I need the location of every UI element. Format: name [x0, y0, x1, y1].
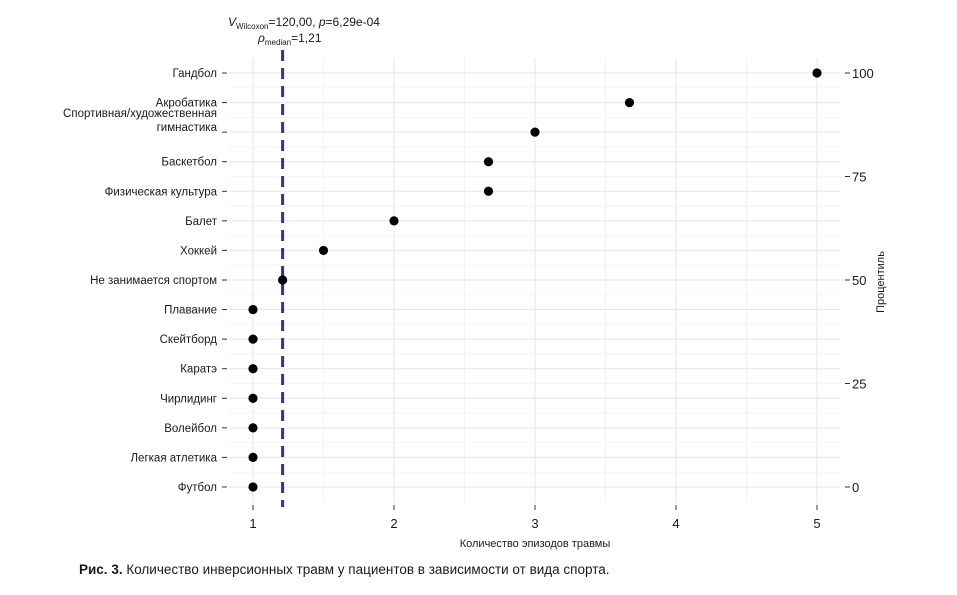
rho-value: =1,21 — [291, 31, 322, 45]
right-tick-label: 100 — [852, 66, 874, 81]
category-label: Физическая культура — [105, 186, 218, 198]
category-label-line: гимнастика — [157, 122, 218, 134]
category-label-line: Хоккей — [180, 245, 217, 257]
right-tick-label: 75 — [852, 169, 866, 184]
category-label-line: Легкая атлетика — [131, 452, 218, 464]
category-label-line: Плавание — [164, 305, 217, 317]
category-label-line: Каратэ — [180, 364, 217, 376]
data-point — [248, 393, 258, 403]
p-symbol: p — [318, 15, 326, 29]
x-axis-title: Количество эпизодов травмы — [460, 538, 611, 550]
right-tick-label: 50 — [852, 273, 866, 288]
data-point — [248, 364, 258, 374]
category-label: Волейбол — [164, 423, 217, 435]
category-label-line: Не занимается спортом — [90, 275, 217, 287]
category-label-line: Футбол — [178, 482, 217, 494]
data-point — [248, 482, 258, 492]
category-label-line: Спортивная/художественная — [63, 108, 217, 120]
category-label: Чирлидинг — [160, 393, 217, 405]
category-label-line: Баскетбол — [161, 157, 217, 169]
category-label: Не занимается спортом — [90, 275, 217, 287]
caption-text: Количество инверсионных травм у пациенто… — [122, 562, 610, 577]
category-label: Акробатика — [156, 98, 218, 110]
wilcoxon-annotation: VWilcoxon=120,00, p=6,29e-04 — [228, 15, 380, 31]
data-point — [530, 127, 540, 137]
category-label: Скейтборд — [160, 334, 218, 346]
data-point — [812, 68, 822, 78]
right-tick-label: 0 — [852, 480, 859, 495]
right-axis-title: Процентиль — [875, 251, 887, 313]
data-point — [483, 157, 494, 167]
x-tick-label: 4 — [672, 516, 679, 531]
data-point — [278, 275, 288, 285]
x-tick-label: 2 — [390, 516, 397, 531]
category-label-line: Волейбол — [164, 423, 217, 435]
dot-plot-chart: Гандбол АкробатикаСпортивная/художественн… — [63, 15, 887, 550]
category-label-line: Физическая культура — [105, 186, 218, 198]
data-point — [483, 186, 494, 196]
data-point — [318, 245, 329, 256]
x-tick-label: 3 — [531, 516, 538, 531]
rho-subscript: median — [265, 38, 291, 47]
figure-caption: Рис. 3. Количество инверсионных травм у … — [79, 562, 610, 577]
data-point — [624, 97, 635, 108]
caption-prefix: Рис. 3. — [79, 562, 123, 577]
data-point — [389, 216, 399, 226]
v-subscript: Wilcoxon — [236, 22, 268, 31]
category-label-line: Акробатика — [156, 98, 218, 110]
right-tick-label: 25 — [852, 376, 866, 391]
data-points — [248, 68, 822, 492]
category-label: Футбол — [178, 482, 217, 494]
category-label: Хоккей — [180, 245, 217, 257]
grid-lines — [229, 58, 840, 503]
data-point — [248, 452, 258, 463]
v-symbol: V — [228, 15, 237, 29]
category-label-line: Гандбол — [173, 68, 217, 80]
x-tick-label: 1 — [249, 516, 256, 531]
median-annotation: ρmedian=1,21 — [257, 31, 322, 47]
category-label: Спортивная/художественная гимнастика — [63, 108, 218, 134]
category-label-line: Скейтборд — [160, 334, 218, 346]
rho-symbol: ρ — [257, 31, 265, 45]
category-label-line: Балет — [185, 216, 218, 228]
category-label-line: Чирлидинг — [160, 393, 217, 405]
category-label: Каратэ — [180, 364, 217, 376]
data-point — [248, 423, 258, 433]
category-label: Плавание — [164, 305, 217, 317]
data-point — [248, 304, 258, 315]
category-label: Баскетбол — [161, 157, 217, 169]
data-point — [248, 334, 258, 344]
category-labels: Гандбол АкробатикаСпортивная/художественн… — [63, 68, 227, 494]
category-label: Балет — [185, 216, 218, 228]
right-axis-ticks: 100 75 50 25 0 — [845, 66, 874, 495]
category-label: Легкая атлетика — [131, 452, 218, 464]
x-tick-label: 5 — [813, 516, 820, 531]
x-axis-ticks: 1 2 3 4 5 — [249, 505, 821, 531]
category-label: Гандбол — [173, 68, 217, 80]
v-value: =120,00, — [268, 15, 318, 29]
p-value: =6,29e-04 — [326, 15, 381, 29]
